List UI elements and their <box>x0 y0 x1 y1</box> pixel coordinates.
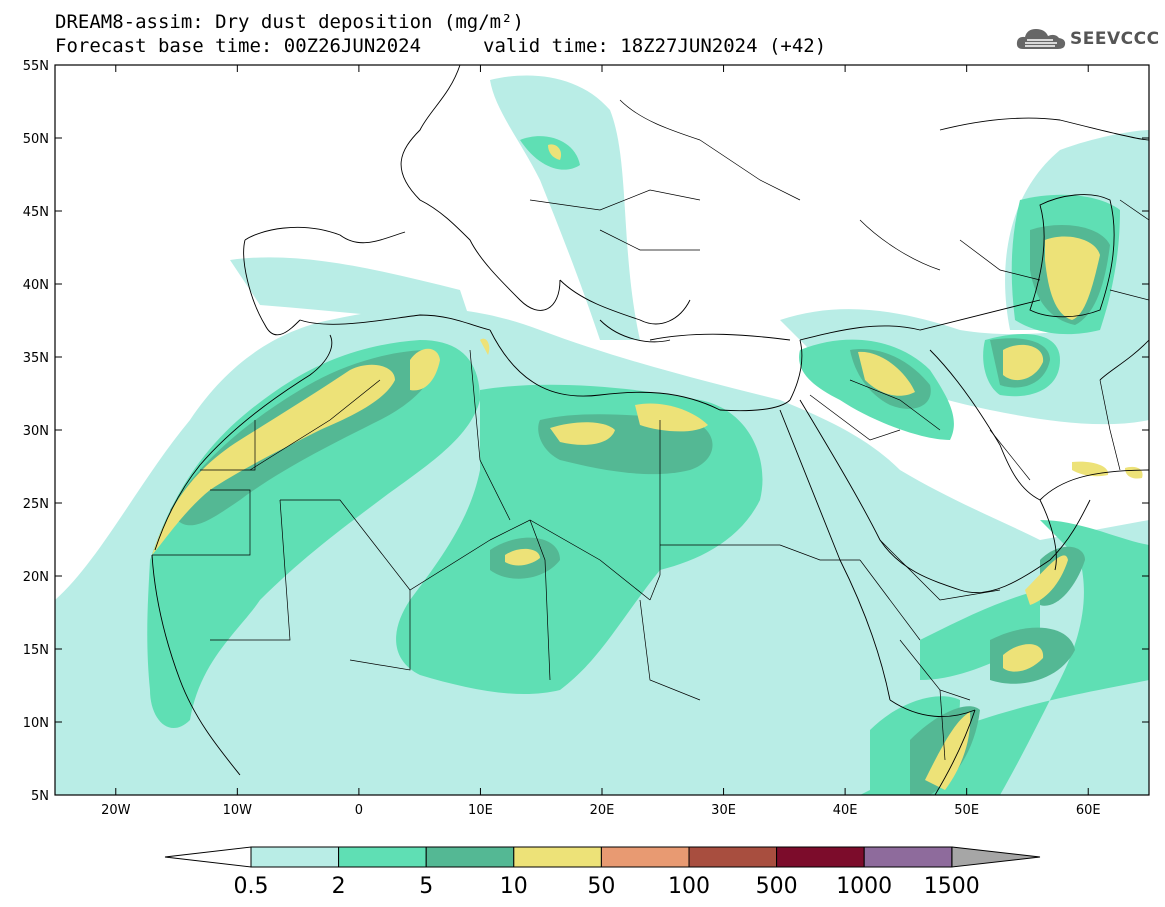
colorbar-swatch <box>425 846 515 868</box>
colorbar-label: 100 <box>668 874 710 899</box>
lon-label: 40E <box>833 803 858 818</box>
colorbar-label: 5 <box>419 874 433 899</box>
colorbar-swatch <box>688 846 778 868</box>
colorbar-label: 10 <box>500 874 528 899</box>
lat-label: 40N <box>23 278 49 293</box>
colorbar-swatch <box>338 846 427 868</box>
colorbar-swatch <box>776 846 865 868</box>
map-title: DREAM8-assim: Dry dust deposition (mg/m²… <box>55 11 524 33</box>
lat-label: 45N <box>23 205 49 220</box>
lon-label: 60E <box>1076 803 1101 818</box>
colorbar-label: 50 <box>587 874 615 899</box>
valid-time: valid time: 18Z27JUN2024 (+42) <box>483 35 827 57</box>
lon-label: 50E <box>954 803 979 818</box>
colorbar-swatch <box>250 846 340 868</box>
colorbar-high-arrow <box>951 846 1041 868</box>
lat-label: 50N <box>23 132 49 147</box>
cloud-icon <box>1016 29 1066 49</box>
forecast-base-time: Forecast base time: 00Z26JUN2024 <box>55 35 422 57</box>
dust-deposition-field <box>55 65 1149 795</box>
colorbar-low-arrow <box>164 846 252 868</box>
colorbar-label: 500 <box>756 874 798 899</box>
political-borders <box>152 99 1149 761</box>
lat-label: 15N <box>23 643 49 658</box>
seevccc-logo: SEEVCCC <box>1015 25 1160 53</box>
lon-label: 10W <box>223 803 253 818</box>
lat-label: 20N <box>23 570 49 585</box>
colorbar-label: 1000 <box>836 874 892 899</box>
lon-label: 10E <box>468 803 493 818</box>
colorbar-swatch <box>863 846 953 868</box>
lat-label: 55N <box>23 59 49 74</box>
colorbar-label: 1500 <box>924 874 980 899</box>
longitude-axis: 20W 10W 0 10E 20E 30E 40E 50E 60E <box>101 65 1101 818</box>
colorbar: 0.5 2 5 10 50 100 500 1000 1500 <box>164 846 1041 899</box>
contour-level-10 <box>152 144 1143 790</box>
lat-label: 35N <box>23 351 49 366</box>
colorbar-swatch <box>513 846 602 868</box>
colorbar-label: 2 <box>332 874 346 899</box>
colorbar-swatch <box>600 846 690 868</box>
lon-label: 20W <box>101 803 131 818</box>
lat-label: 25N <box>23 497 49 512</box>
lon-label: 0 <box>355 803 363 818</box>
lon-label: 30E <box>711 803 736 818</box>
lat-label: 5N <box>31 789 49 804</box>
latitude-axis: 55N 50N 45N 40N 35N 30N 25N 20N 15N 10N 5N <box>23 59 1149 804</box>
logo-text: SEEVCCC <box>1070 29 1160 49</box>
lon-label: 20E <box>590 803 615 818</box>
lat-label: 30N <box>23 424 49 439</box>
lat-label: 10N <box>23 716 49 731</box>
colorbar-label: 0.5 <box>234 874 269 899</box>
